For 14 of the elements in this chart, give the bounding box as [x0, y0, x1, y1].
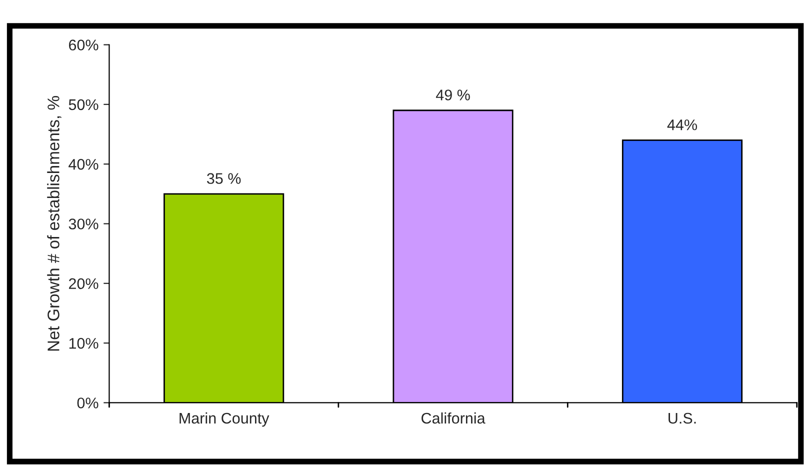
data-label: 44%: [667, 119, 698, 130]
data-label: 35 %: [206, 173, 241, 184]
data-label: 49 %: [436, 90, 470, 100]
x-tick-label: U.S.: [668, 412, 696, 424]
y-tick-label: 0%: [77, 398, 98, 408]
x-tick-label: Marin County: [180, 412, 270, 427]
y-tick-label: 10%: [69, 338, 98, 349]
y-tick-label: 30%: [68, 218, 98, 230]
y-tick-label: 40%: [68, 158, 98, 170]
y-tick-label: 60%: [68, 40, 98, 50]
x-tick-label: California: [422, 412, 486, 424]
y-tick-label: 20%: [68, 278, 98, 290]
y-tick-label: 50%: [68, 99, 98, 110]
y-axis-title: Net Growth # of establishments, %: [47, 96, 62, 351]
